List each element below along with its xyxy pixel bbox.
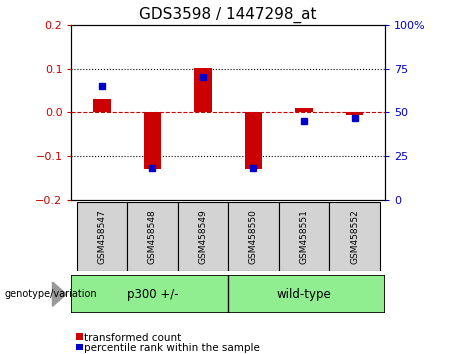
Bar [245,113,262,169]
Text: percentile rank within the sample: percentile rank within the sample [84,343,260,353]
Text: GSM458548: GSM458548 [148,209,157,264]
Bar [194,68,212,113]
Bar [346,113,363,115]
Bar [329,202,380,271]
Text: GSM458549: GSM458549 [198,209,207,264]
Text: transformed count: transformed count [84,333,182,343]
Text: p300 +/-: p300 +/- [126,288,178,301]
Bar [93,99,111,113]
Bar [228,202,279,271]
Text: GSM458551: GSM458551 [300,209,308,264]
Bar [77,202,127,271]
Text: wild-type: wild-type [277,288,331,301]
Text: GSM458552: GSM458552 [350,209,359,264]
Bar [143,113,161,169]
Title: GDS3598 / 1447298_at: GDS3598 / 1447298_at [139,7,317,23]
Bar [127,202,177,271]
Bar [177,202,228,271]
Bar [295,108,313,113]
Polygon shape [53,282,66,306]
Text: GSM458550: GSM458550 [249,209,258,264]
Bar [279,202,329,271]
Text: GSM458547: GSM458547 [97,209,106,264]
Text: genotype/variation: genotype/variation [5,289,97,299]
